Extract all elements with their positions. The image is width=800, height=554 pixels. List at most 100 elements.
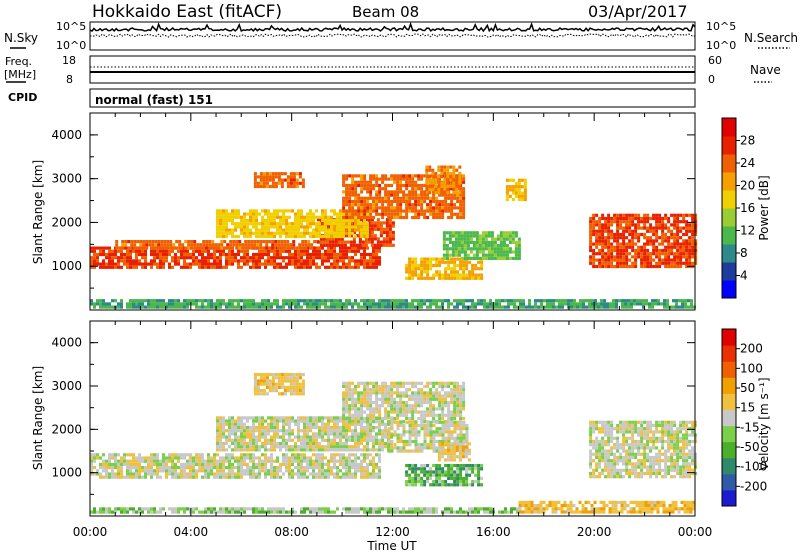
power-cell-10 <box>637 255 641 259</box>
power-cell-3 <box>270 222 273 226</box>
velocity-cell-1 <box>357 438 360 442</box>
power-cell-7 <box>429 260 433 264</box>
velocity-cell-0 <box>114 462 117 466</box>
velocity-cell-0 <box>222 462 225 466</box>
velocity-cell-0 <box>168 466 171 470</box>
velocity-cell-0 <box>333 459 336 463</box>
power-cell-11 <box>411 305 414 309</box>
power-cell-5 <box>345 190 349 194</box>
velocity-cell-2 <box>357 413 361 417</box>
velocity-cell-0 <box>318 466 321 470</box>
velocity-cell-0 <box>321 459 324 463</box>
power-cell-5 <box>411 190 415 194</box>
velocity-cell-2 <box>378 388 382 392</box>
power-cell-10 <box>625 223 629 227</box>
velocity-cell-1 <box>312 441 315 446</box>
power-cell-0 <box>297 249 300 253</box>
power-cell-0 <box>126 259 129 263</box>
power-cell-4 <box>253 178 257 182</box>
power-cell-11 <box>219 302 222 306</box>
velocity-cell-0 <box>249 459 252 463</box>
power-cell-2 <box>358 243 362 247</box>
velocity-cell-1 <box>384 422 387 426</box>
velocity-cell-0 <box>357 469 360 473</box>
velocity-cell-1 <box>369 422 372 426</box>
power-cell-0 <box>150 249 153 253</box>
power-cell-1 <box>250 246 254 250</box>
power-cell-3 <box>318 215 321 219</box>
power-cell-2 <box>373 243 377 247</box>
velocity-cell-1 <box>243 441 246 446</box>
velocity-cell-2 <box>423 400 427 405</box>
power-cell-11 <box>246 302 249 306</box>
velocity-cell-1 <box>321 429 324 433</box>
velocity-cell-2 <box>435 394 439 398</box>
velocity-cell-1 <box>285 432 288 436</box>
power-cell-2 <box>343 234 347 238</box>
velocity-cell-2 <box>366 391 370 395</box>
power-cell-0 <box>357 262 360 266</box>
velocity-cell-1 <box>237 445 240 449</box>
velocity-cell-0 <box>240 453 243 457</box>
power-cell-10 <box>613 255 617 259</box>
velocity-cell-1 <box>264 432 267 436</box>
power-cell-0 <box>375 265 378 269</box>
power-cell-6 <box>455 181 459 185</box>
velocity-cell-2 <box>345 407 349 411</box>
power-cell-3 <box>318 234 321 239</box>
power-cell-2 <box>334 243 338 247</box>
velocity-cell-0 <box>237 456 240 460</box>
velocity-cell-0 <box>249 469 252 473</box>
power-cell-5 <box>414 193 418 197</box>
power-cell-3 <box>240 225 243 229</box>
power-cell-0 <box>213 265 216 269</box>
power-cell-11 <box>237 305 240 309</box>
power-cell-10 <box>649 226 653 230</box>
power-cell-2 <box>343 227 347 231</box>
power-cell-1 <box>172 243 176 247</box>
power-cell-7 <box>405 263 409 268</box>
velocity-cell-1 <box>375 438 378 442</box>
power-cell-11 <box>132 302 135 306</box>
power-cell-10 <box>664 232 668 237</box>
velocity-cell-1 <box>345 445 348 449</box>
power-cell-5 <box>438 193 442 197</box>
power-cell-0 <box>327 256 330 260</box>
velocity-cell-0 <box>90 472 93 476</box>
velocity-cell-1 <box>348 429 351 433</box>
power-cell-10 <box>589 229 593 233</box>
velocity-cell-2 <box>363 397 367 401</box>
power-cell-5 <box>414 209 418 213</box>
power-cell-3 <box>354 222 357 226</box>
power-cell-5 <box>405 215 409 220</box>
velocity-cell-0 <box>228 453 231 457</box>
power-cell-1 <box>202 240 206 244</box>
velocity-cell-0 <box>276 456 279 460</box>
power-cell-0 <box>219 265 222 269</box>
power-cell-10 <box>694 226 698 230</box>
power-cell-10 <box>595 239 599 243</box>
velocity-cell-2 <box>432 407 436 411</box>
velocity-cell-1 <box>318 432 321 436</box>
power-cell-10 <box>598 242 602 246</box>
power-cell-0 <box>333 262 336 266</box>
power-cell-5 <box>405 212 409 216</box>
velocity-cell-1 <box>318 441 321 446</box>
power-cell-0 <box>363 256 366 260</box>
power-cell-10 <box>691 226 695 230</box>
power-cell-5 <box>414 212 418 216</box>
power-cell-10 <box>601 252 605 256</box>
power-cell-9 <box>511 188 515 192</box>
velocity-cell-2 <box>360 397 364 401</box>
power-cell-4 <box>262 184 266 189</box>
power-cell-1 <box>187 246 191 250</box>
velocity-cell-0 <box>333 453 336 457</box>
power-cell-5 <box>438 215 442 220</box>
velocity-cell-0 <box>378 472 381 476</box>
velocity-cell-0 <box>240 466 243 470</box>
velocity-cell-1 <box>249 432 252 436</box>
velocity-cell-1 <box>219 432 222 436</box>
velocity-cell-0 <box>150 459 153 463</box>
velocity-cell-1 <box>225 422 228 426</box>
velocity-cell-2 <box>345 420 349 424</box>
